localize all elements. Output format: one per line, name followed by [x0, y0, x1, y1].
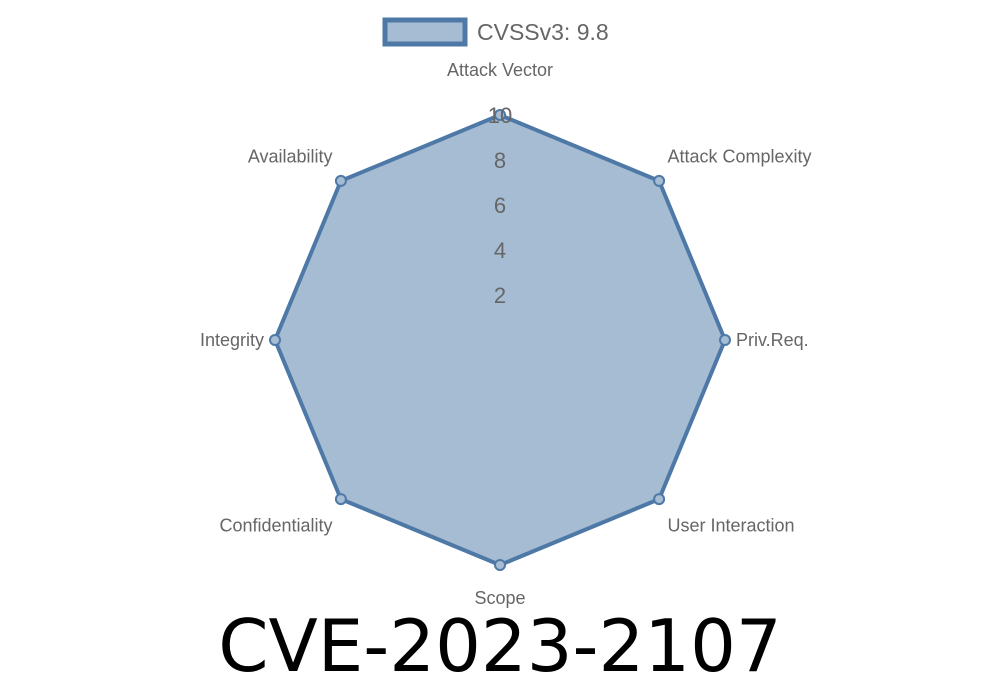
data-point	[719, 334, 731, 346]
tick-label: 2	[494, 283, 506, 308]
tick-label: 8	[494, 148, 506, 173]
axis-label: Attack Complexity	[667, 147, 811, 167]
tick-label: 10	[488, 103, 512, 128]
data-point	[334, 174, 347, 187]
axis-label: Scope	[474, 588, 525, 608]
axis-label: Integrity	[200, 330, 264, 350]
tick-label: 4	[494, 238, 506, 263]
axis-label: Availability	[248, 147, 333, 167]
data-point	[653, 174, 666, 187]
legend-label: CVSSv3: 9.8	[477, 19, 609, 45]
data-point	[334, 493, 347, 506]
axis-label: Priv.Req.	[736, 330, 809, 350]
data-point	[494, 559, 506, 571]
axis-label: User Interaction	[667, 515, 794, 535]
data-point	[269, 334, 281, 346]
data-point	[653, 493, 666, 506]
tick-label: 6	[494, 193, 506, 218]
axis-label: Attack Vector	[447, 60, 553, 80]
legend-swatch	[382, 17, 468, 47]
data-point	[494, 109, 506, 121]
cve-title: CVE-2023-2107	[218, 604, 782, 688]
axis-label: Confidentiality	[219, 515, 332, 535]
